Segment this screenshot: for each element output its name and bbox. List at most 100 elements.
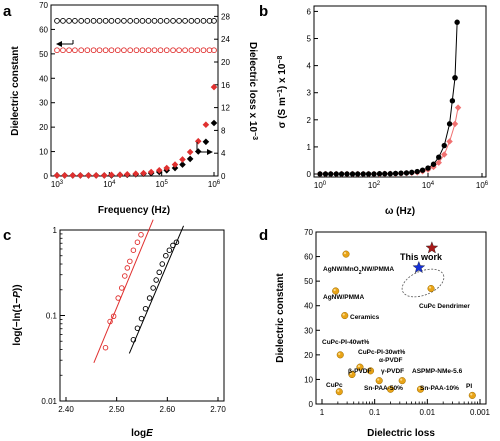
- data-point-b: [454, 19, 460, 25]
- x-tick-label-d: 0.1: [369, 408, 381, 417]
- data-point-a: [54, 47, 60, 54]
- data-point-b: [452, 75, 458, 81]
- y-tick-label-d: 10: [304, 375, 313, 384]
- y2-tick-label-a: 12: [221, 104, 230, 113]
- data-point-b: [355, 171, 361, 177]
- data-point-b: [425, 165, 431, 171]
- data-point-b: [338, 171, 345, 177]
- y-tick-label-c: 1: [53, 226, 58, 235]
- data-point-a: [200, 47, 207, 54]
- x-tick-label-b: 100: [314, 181, 327, 190]
- panel-c: c 0.01 0.1 1 2.40 2.50 2.60 2.70 logE log(−ln…: [3, 219, 226, 439]
- data-point-b: [414, 168, 420, 175]
- data-point-b: [376, 171, 383, 177]
- x-tick-label-d: 1: [320, 408, 325, 417]
- data-point-c: [173, 239, 180, 245]
- data-point-a: [108, 18, 115, 24]
- data-point-a: [60, 47, 66, 54]
- data-point-c: [134, 239, 141, 245]
- data-point-c: [122, 273, 128, 279]
- x-axis-label-c: logE: [131, 428, 153, 439]
- data-point-a: [163, 47, 170, 54]
- data-point-a: [194, 18, 201, 24]
- data-point-a: [116, 171, 124, 179]
- x-ticks-d: 1 0.1 0.01 0.001: [320, 399, 491, 417]
- x-tick-label-c: 2.40: [58, 405, 74, 414]
- y-ticks-c: 0.01 0.1 1: [41, 226, 65, 406]
- x-tick-label-d: 0.001: [470, 408, 491, 417]
- y-tick-label-a: 20: [39, 123, 48, 132]
- label-sn-paa-50: Sn-PAA-50%: [364, 385, 403, 392]
- data-point-a: [54, 18, 60, 24]
- data-point-a: [85, 172, 92, 179]
- data-point-a: [157, 47, 164, 54]
- y-tick-label-d: 70: [304, 228, 313, 237]
- y2-axis-label-a: Dielectric loss x 10−3: [247, 42, 259, 140]
- y-tick-label-b: 5: [307, 35, 312, 44]
- data-point-b: [387, 171, 393, 177]
- data-point-a: [53, 172, 61, 179]
- y2-tick-label-a: 20: [221, 58, 230, 67]
- y-axis-label-c: log(−ln(1−P)): [12, 284, 23, 345]
- data-point-a: [188, 47, 195, 54]
- y2-tick-label-a: 16: [221, 81, 230, 90]
- y-tick-label-b: 6: [307, 7, 312, 16]
- data-point-a: [90, 47, 97, 54]
- data-point-a: [151, 18, 158, 24]
- data-point-a: [133, 47, 140, 54]
- data-point-d: [427, 284, 435, 293]
- data-point-c: [130, 247, 137, 253]
- data-point-highlight-d: [470, 393, 473, 396]
- label-aspmp: ASPMP-NMe-5.6: [412, 368, 463, 375]
- y-tick-label-c: 0.1: [46, 312, 58, 321]
- data-point-a: [170, 47, 176, 54]
- label-agnw-pmma: AgNW/PMMA: [323, 294, 364, 301]
- x-axis-label-d: Dielectric loss: [367, 428, 435, 439]
- y-axis-label-b: σ (S m−1) x 10−8: [277, 55, 289, 128]
- label-beta-pvdf: β-PVDF: [348, 368, 371, 375]
- marks-c: [93, 219, 185, 363]
- data-point-a: [179, 156, 186, 163]
- data-point-a: [123, 170, 131, 178]
- marks-d: [332, 241, 476, 399]
- data-point-b: [333, 171, 339, 177]
- y2-tick-label-a: 8: [221, 126, 226, 135]
- data-point-c: [153, 277, 159, 283]
- data-point-c: [107, 318, 113, 325]
- y-tick-label-d: 60: [304, 253, 313, 262]
- data-point-c: [170, 242, 176, 249]
- data-point-a: [102, 47, 109, 54]
- data-point-c: [166, 247, 173, 253]
- data-point-c: [118, 285, 125, 291]
- data-point-highlight-d: [368, 368, 371, 371]
- panel-b: b 0 1 2 3 4 5 6 100 102 104 106 ω (Hz) σ (S m−1) …: [259, 3, 489, 217]
- y2-tick-label-a: 0: [221, 172, 226, 181]
- data-point-a: [114, 18, 121, 24]
- data-point-a: [176, 18, 182, 24]
- y-ticks-d: 0 10 20 30 40 50 60 70: [304, 228, 320, 409]
- this-work-label: This work: [400, 252, 443, 262]
- x-tick-label-a: 103: [51, 180, 64, 189]
- data-point-b: [360, 171, 366, 177]
- y-ticks-a: 0 10 20 30 40 50 60 70: [39, 1, 55, 181]
- data-point-a: [133, 18, 140, 24]
- x-axis-label-b: ω (Hz): [385, 206, 415, 217]
- data-point-highlight-d: [388, 387, 391, 390]
- data-point-a: [211, 18, 217, 24]
- data-point-a: [92, 172, 100, 179]
- x-tick-label-a: 106: [208, 180, 221, 189]
- data-point-b: [446, 138, 453, 145]
- data-point-c: [142, 305, 149, 312]
- data-point-b: [403, 170, 410, 176]
- data-point-c: [130, 337, 137, 343]
- data-point-a: [127, 18, 134, 24]
- data-point-c: [163, 252, 169, 259]
- data-point-a: [211, 47, 217, 54]
- plot-frame-a: [50, 4, 219, 177]
- data-point-b: [371, 171, 377, 177]
- x-tick-label-d: 0.01: [420, 408, 436, 417]
- x-tick-label-c: 2.70: [210, 405, 226, 414]
- data-point-highlight-d: [428, 286, 432, 289]
- panel-d: d 0 10 20 30 40 50 60 70 1 0.1 0.01 0.001 This wor…: [259, 227, 491, 439]
- panel-letter-b: b: [259, 3, 268, 20]
